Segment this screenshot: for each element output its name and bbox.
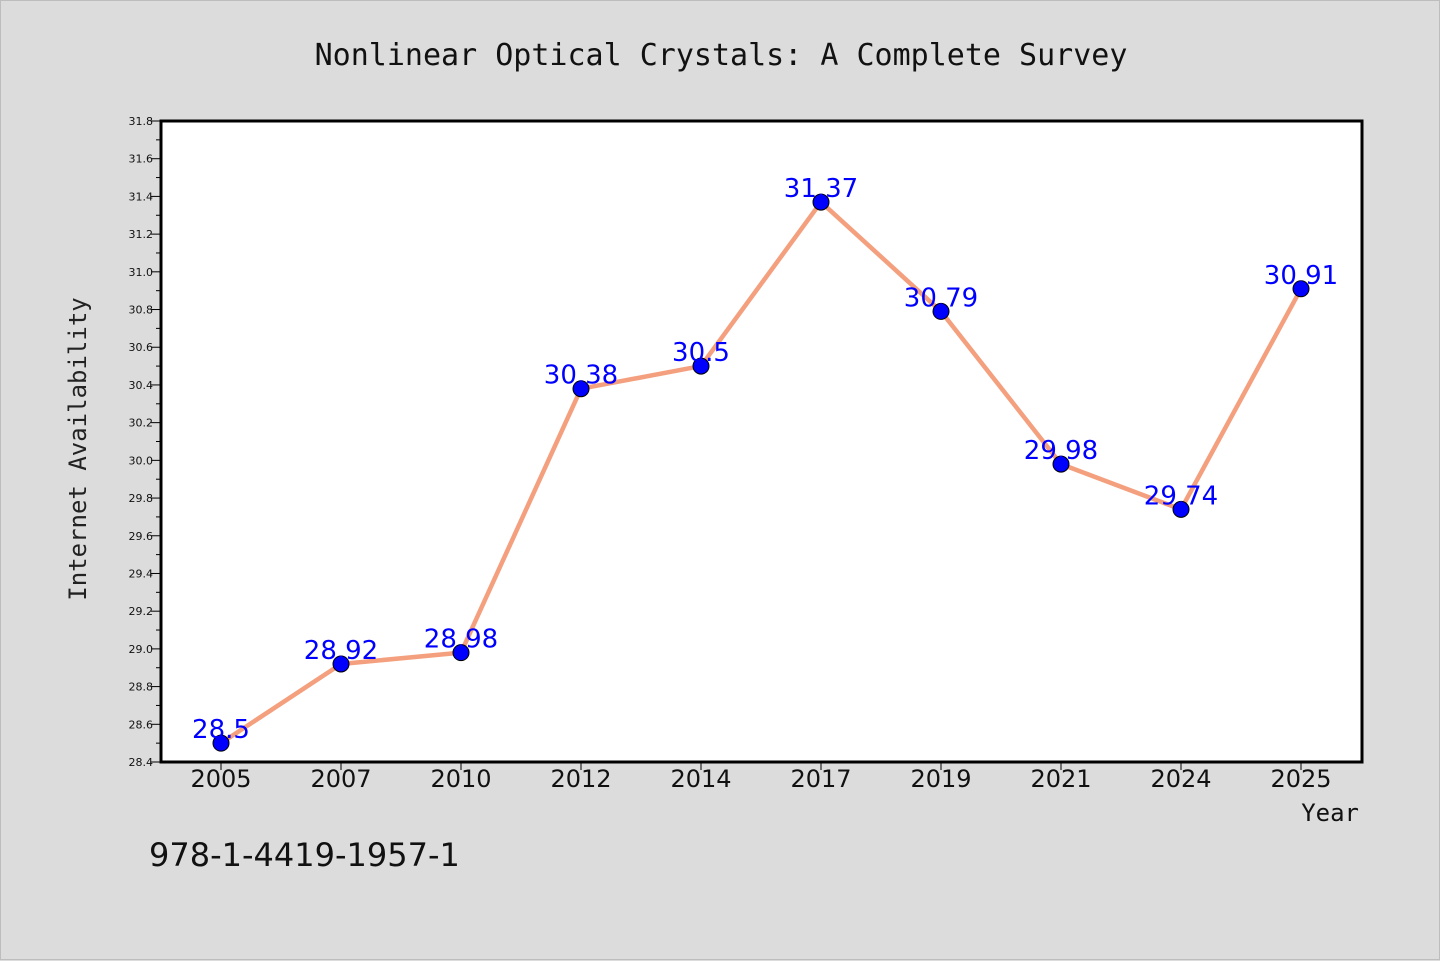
x-tick-label: 2014 xyxy=(670,765,731,793)
y-tick-label: 31.2 xyxy=(129,228,154,241)
data-label: 28.92 xyxy=(304,636,378,666)
y-tick-label: 29.0 xyxy=(129,643,154,656)
x-axis: 2005 2007 2010 2012 2014 2017 2019 2021 2024 2025 xyxy=(190,762,1332,793)
data-point xyxy=(332,655,350,673)
y-tick-label: 29.2 xyxy=(129,605,154,618)
data-point xyxy=(452,644,470,662)
y-tick-label: 30.0 xyxy=(129,454,154,467)
series-line xyxy=(219,199,1303,746)
y-tick-label: 29.6 xyxy=(129,530,154,543)
x-tick-label: 2007 xyxy=(310,765,371,793)
chart-title: Nonlinear Optical Crystals: A Complete S… xyxy=(315,38,1128,73)
y-tick-label: 29.8 xyxy=(129,492,154,505)
data-label: 29.74 xyxy=(1144,481,1218,511)
y-tick-label: 29.4 xyxy=(129,567,154,580)
y-tick-label: 31.6 xyxy=(129,153,154,166)
x-tick-label: 2025 xyxy=(1270,765,1331,793)
x-tick-label: 2021 xyxy=(1030,765,1091,793)
data-label: 30.79 xyxy=(904,283,978,313)
data-point xyxy=(1052,455,1070,473)
data-point xyxy=(1292,280,1310,298)
y-tick-label: 31.8 xyxy=(129,115,154,128)
data-label: 30.5 xyxy=(672,338,730,368)
y-tick-label: 28.4 xyxy=(129,756,154,769)
x-tick-label: 2017 xyxy=(790,765,851,793)
data-point xyxy=(572,380,590,398)
y-axis: 28.4 28.6 28.8 29.0 29.2 29.4 29.6 29.8 30.0 30.2… xyxy=(129,115,161,769)
y-tick-label: 30.4 xyxy=(129,379,154,392)
data-label: 30.91 xyxy=(1264,261,1338,291)
data-point xyxy=(812,193,830,211)
y-tick-label: 28.6 xyxy=(129,718,154,731)
x-tick-label: 2019 xyxy=(910,765,971,793)
data-label: 30.38 xyxy=(544,361,618,391)
data-point xyxy=(1172,500,1190,518)
x-tick-label: 2005 xyxy=(190,765,251,793)
y-axis-label: Internet Availability xyxy=(64,297,92,600)
y-tick-label: 30.2 xyxy=(129,417,154,430)
data-label: 29.98 xyxy=(1024,436,1098,466)
data-label: 31.37 xyxy=(784,174,858,204)
x-tick-label: 2024 xyxy=(1150,765,1211,793)
data-point xyxy=(212,734,230,752)
x-axis-label: Year xyxy=(1301,799,1359,827)
data-labels: 28.5 28.92 28.98 30.38 30.5 31.37 30.79 29.98 29… xyxy=(192,174,1338,745)
data-label: 28.5 xyxy=(192,715,250,745)
x-tick-label: 2012 xyxy=(550,765,611,793)
y-tick-label: 28.8 xyxy=(129,681,154,694)
plot-area xyxy=(159,119,1364,764)
data-label: 28.98 xyxy=(424,625,498,655)
y-tick-label: 31.4 xyxy=(129,190,154,203)
y-tick-label: 30.8 xyxy=(129,304,154,317)
y-tick-label: 31.0 xyxy=(129,266,154,279)
series-markers xyxy=(212,193,1310,752)
x-tick-label: 2010 xyxy=(430,765,491,793)
data-point xyxy=(692,357,710,375)
isbn-text: 978-1-4419-1957-1 xyxy=(149,836,460,874)
data-point xyxy=(932,302,950,320)
y-tick-label: 30.6 xyxy=(129,341,154,354)
